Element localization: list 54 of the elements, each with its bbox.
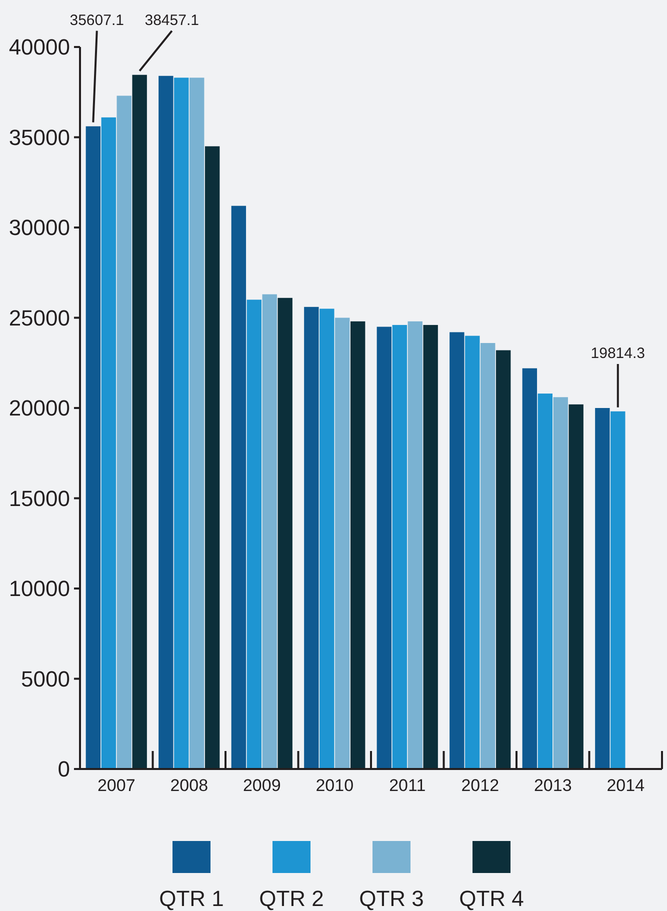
bar xyxy=(174,78,189,769)
y-tick-label: 35000 xyxy=(8,124,70,150)
bar xyxy=(278,298,292,769)
bar xyxy=(262,294,277,769)
y-tick-label: 0 xyxy=(58,756,70,782)
x-tick-label: 2011 xyxy=(389,776,426,795)
bar xyxy=(423,324,438,769)
y-tick-label: 40000 xyxy=(8,34,70,60)
bar xyxy=(190,78,204,769)
y-tick-label: 10000 xyxy=(8,576,70,602)
y-tick-label: 30000 xyxy=(8,215,70,240)
bar xyxy=(101,117,116,769)
bar xyxy=(320,308,334,769)
y-tick-label: 20000 xyxy=(8,396,70,421)
bar xyxy=(132,74,147,769)
x-tick-label: 2014 xyxy=(606,776,645,795)
legend-label: QTR 4 xyxy=(459,886,524,911)
y-tick-label: 5000 xyxy=(21,666,70,692)
bar xyxy=(392,324,407,769)
bar xyxy=(86,126,101,769)
bar xyxy=(465,336,480,769)
data-label: 19814.3 xyxy=(590,345,646,362)
x-tick-label: 2007 xyxy=(97,776,136,795)
x-tick-label: 2008 xyxy=(170,776,208,795)
x-tick-label: 2013 xyxy=(534,776,572,795)
x-tick-label: 2010 xyxy=(316,776,354,795)
y-tick-label: 25000 xyxy=(8,305,70,330)
bar xyxy=(553,397,568,769)
bar xyxy=(204,146,220,769)
legend-label: QTR 3 xyxy=(359,886,424,911)
bar xyxy=(335,318,350,769)
bar xyxy=(568,404,584,769)
bar xyxy=(350,321,366,769)
y-tick-label: 15000 xyxy=(8,486,70,511)
bar xyxy=(496,350,511,769)
bar xyxy=(158,76,174,769)
bar xyxy=(376,326,392,769)
bar xyxy=(116,96,132,769)
bar xyxy=(450,332,464,769)
legend-label: QTR 1 xyxy=(159,886,224,911)
x-tick-label: 2009 xyxy=(242,776,281,795)
data-label: 38457.1 xyxy=(144,12,199,29)
bar xyxy=(538,394,552,769)
legend-label: QTR 2 xyxy=(259,886,324,911)
bar xyxy=(408,321,422,769)
bar xyxy=(231,206,246,769)
bar xyxy=(522,368,538,769)
x-tick-label: 2012 xyxy=(461,776,500,795)
bar xyxy=(246,300,262,769)
bar xyxy=(304,306,319,769)
data-label: 35607.1 xyxy=(70,12,124,29)
bar xyxy=(595,408,610,769)
bar xyxy=(480,343,496,769)
bar xyxy=(610,411,626,769)
